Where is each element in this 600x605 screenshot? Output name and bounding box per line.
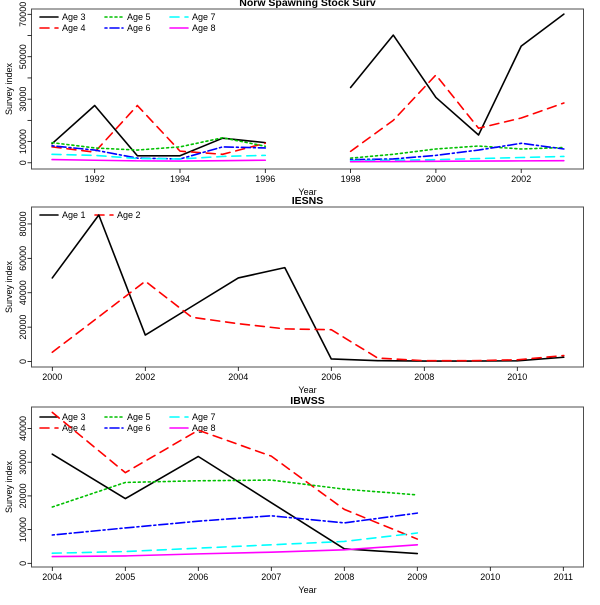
svg-text:2004: 2004 bbox=[42, 572, 62, 582]
svg-text:2009: 2009 bbox=[407, 572, 427, 582]
svg-text:30000: 30000 bbox=[18, 87, 28, 112]
svg-text:2007: 2007 bbox=[261, 572, 281, 582]
svg-text:Year: Year bbox=[298, 385, 316, 395]
svg-text:Age 3: Age 3 bbox=[62, 12, 86, 22]
svg-text:2000: 2000 bbox=[42, 372, 62, 382]
svg-text:Age 4: Age 4 bbox=[62, 423, 86, 433]
svg-text:Age 2: Age 2 bbox=[117, 210, 141, 220]
svg-text:Survey index: Survey index bbox=[4, 260, 14, 313]
svg-text:50000: 50000 bbox=[18, 44, 28, 69]
svg-text:Age 5: Age 5 bbox=[127, 12, 151, 22]
svg-text:20000: 20000 bbox=[18, 315, 28, 340]
svg-text:Age 4: Age 4 bbox=[62, 23, 86, 33]
svg-text:Survey index: Survey index bbox=[4, 62, 14, 115]
svg-text:20000: 20000 bbox=[18, 483, 28, 508]
svg-text:1998: 1998 bbox=[341, 174, 361, 184]
svg-text:Age 7: Age 7 bbox=[192, 12, 216, 22]
svg-text:10000: 10000 bbox=[18, 129, 28, 154]
svg-text:2008: 2008 bbox=[414, 372, 434, 382]
svg-text:Age 8: Age 8 bbox=[192, 23, 216, 33]
svg-text:70000: 70000 bbox=[18, 2, 28, 27]
svg-text:0: 0 bbox=[18, 359, 28, 364]
svg-text:1992: 1992 bbox=[85, 174, 105, 184]
svg-text:2002: 2002 bbox=[135, 372, 155, 382]
svg-text:2000: 2000 bbox=[426, 174, 446, 184]
svg-text:Age 6: Age 6 bbox=[127, 23, 151, 33]
svg-text:2011: 2011 bbox=[554, 572, 573, 582]
svg-text:10000: 10000 bbox=[18, 517, 28, 542]
svg-text:80000: 80000 bbox=[18, 211, 28, 236]
svg-text:30000: 30000 bbox=[18, 450, 28, 475]
svg-text:2008: 2008 bbox=[334, 572, 354, 582]
svg-text:60000: 60000 bbox=[18, 246, 28, 271]
svg-text:40000: 40000 bbox=[18, 280, 28, 305]
svg-text:IESNS: IESNS bbox=[292, 195, 324, 207]
svg-text:1996: 1996 bbox=[255, 174, 275, 184]
svg-text:0: 0 bbox=[18, 561, 28, 566]
svg-text:Age 5: Age 5 bbox=[127, 412, 151, 422]
svg-text:IBWSS: IBWSS bbox=[290, 395, 324, 407]
svg-text:Age 3: Age 3 bbox=[62, 412, 86, 422]
svg-text:Year: Year bbox=[298, 585, 316, 595]
svg-text:Age 1: Age 1 bbox=[62, 210, 86, 220]
svg-text:0: 0 bbox=[18, 160, 28, 165]
svg-text:40000: 40000 bbox=[18, 416, 28, 441]
svg-text:2010: 2010 bbox=[480, 572, 500, 582]
svg-text:2005: 2005 bbox=[115, 572, 135, 582]
svg-text:1994: 1994 bbox=[170, 174, 190, 184]
svg-text:Norw Spawning Stock Surv: Norw Spawning Stock Surv bbox=[239, 0, 376, 9]
svg-text:Age 7: Age 7 bbox=[192, 412, 216, 422]
svg-text:Age 6: Age 6 bbox=[127, 423, 151, 433]
svg-text:Survey index: Survey index bbox=[4, 460, 14, 513]
svg-text:2004: 2004 bbox=[228, 372, 248, 382]
svg-text:2006: 2006 bbox=[321, 372, 341, 382]
svg-text:2002: 2002 bbox=[511, 174, 531, 184]
svg-text:2010: 2010 bbox=[507, 372, 527, 382]
svg-text:2006: 2006 bbox=[188, 572, 208, 582]
